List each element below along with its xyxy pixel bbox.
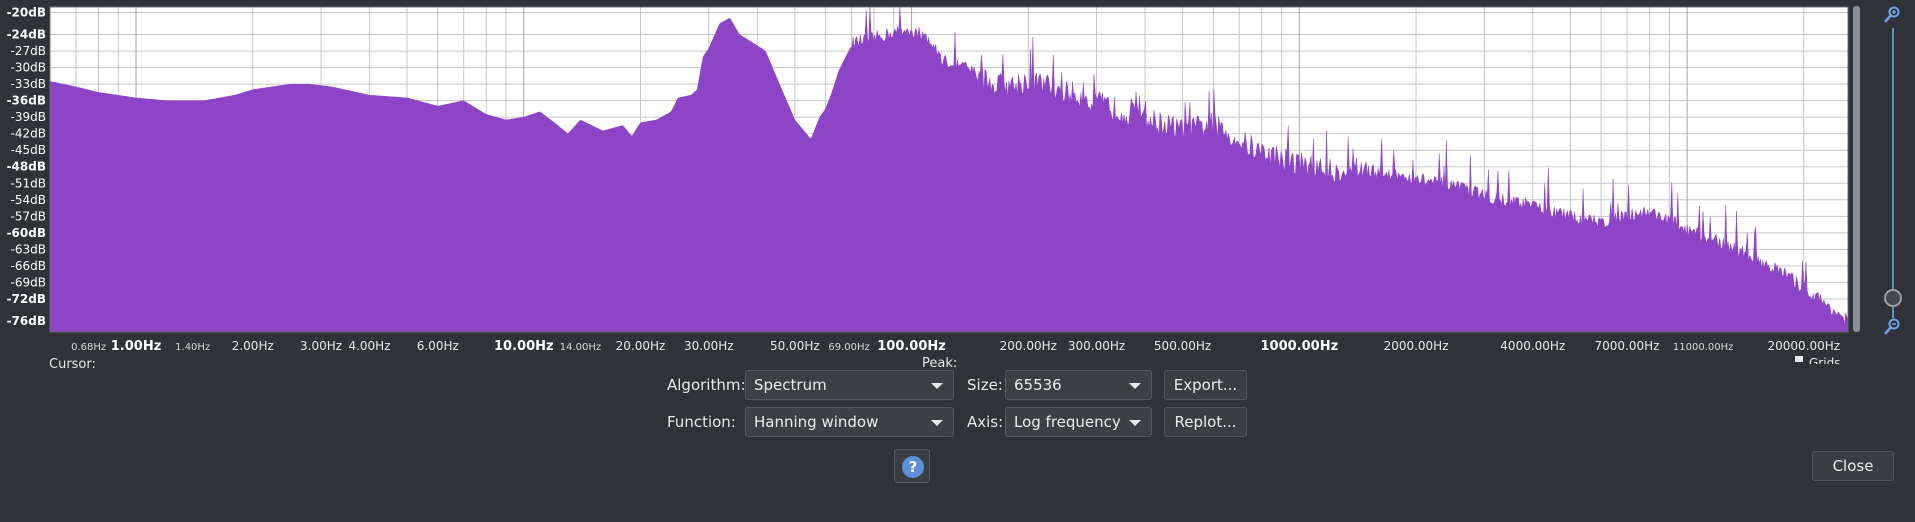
x-tick-label: 300.00Hz xyxy=(1068,339,1125,353)
axis-select[interactable]: Log frequency xyxy=(1005,407,1152,437)
x-tick-label: 10.00Hz xyxy=(494,339,554,354)
grids-label: Grids xyxy=(1809,356,1841,364)
chevron-down-icon xyxy=(931,383,943,389)
y-axis-labels: -20dB -24dB -27dB -30dB -33dB -36dB -39dB -42dB… xyxy=(7,6,46,328)
x-tick-label: 14.00Hz xyxy=(560,342,601,353)
x-tick-label: 11000.00Hz xyxy=(1673,342,1733,353)
axis-label: Axis: xyxy=(967,413,1004,431)
y-tick-label: -54dB xyxy=(11,193,46,207)
x-tick-label: 4.00Hz xyxy=(348,339,390,353)
chevron-down-icon xyxy=(1129,383,1141,389)
x-tick-label: 7000.00Hz xyxy=(1595,339,1660,353)
function-value: Hanning window xyxy=(754,413,879,431)
x-tick-label: 69.00Hz xyxy=(828,342,869,353)
y-tick-label: -36dB xyxy=(7,94,46,108)
x-tick-label: 2000.00Hz xyxy=(1384,339,1449,353)
x-tick-label: 20.00Hz xyxy=(616,339,666,353)
function-select[interactable]: Hanning window xyxy=(745,407,954,437)
x-tick-label: 20000.00Hz xyxy=(1768,339,1841,353)
x-tick-label: 1.00Hz xyxy=(111,339,162,354)
algorithm-value: Spectrum xyxy=(754,376,827,394)
y-tick-label: -30dB xyxy=(11,61,46,75)
y-tick-label: -51dB xyxy=(11,176,46,190)
x-tick-label: 2.00Hz xyxy=(232,339,274,353)
grids-checkbox[interactable]: Grids xyxy=(1795,356,1840,364)
y-tick-label: -20dB xyxy=(7,6,46,20)
close-button[interactable]: Close xyxy=(1812,451,1894,481)
zoom-slider-thumb[interactable] xyxy=(1884,289,1902,307)
chevron-down-icon xyxy=(1129,420,1141,426)
size-value: 65536 xyxy=(1014,376,1062,394)
x-tick-label: 1000.00Hz xyxy=(1260,339,1338,354)
spectrum-plot[interactable]: -20dB -24dB -27dB -30dB -33dB -36dB -39dB -42dB… xyxy=(0,0,1915,370)
y-tick-label: -45dB xyxy=(11,143,46,157)
y-tick-label: -72dB xyxy=(7,292,46,306)
y-tick-label: -76dB xyxy=(7,314,46,328)
x-tick-label: 3.00Hz xyxy=(300,339,342,353)
size-label: Size: xyxy=(967,376,1003,394)
help-button[interactable]: ? xyxy=(894,449,930,483)
y-tick-label: -66dB xyxy=(11,259,46,273)
y-tick-label: -39dB xyxy=(11,110,46,124)
y-tick-label: -57dB xyxy=(11,209,46,223)
y-tick-label: -27dB xyxy=(11,44,46,58)
cursor-readout: Cursor: xyxy=(49,357,96,372)
x-tick-label: 30.00Hz xyxy=(684,339,734,353)
x-tick-label: 0.68Hz xyxy=(71,342,106,353)
x-tick-label: 4000.00Hz xyxy=(1500,339,1565,353)
y-tick-label: -60dB xyxy=(7,226,46,240)
zoom-slider-track[interactable] xyxy=(1892,28,1894,318)
y-tick-label: -48dB xyxy=(7,160,46,174)
help-icon: ? xyxy=(902,456,924,478)
axis-value: Log frequency xyxy=(1014,413,1121,431)
x-tick-label: 50.00Hz xyxy=(770,339,820,353)
plot-border xyxy=(49,6,1849,333)
y-tick-label: -69dB xyxy=(11,275,46,289)
grids-checkbox-box[interactable] xyxy=(1795,356,1803,362)
zoom-out-icon[interactable] xyxy=(1883,318,1901,336)
chevron-down-icon xyxy=(931,420,943,426)
peak-readout: Peak: xyxy=(922,356,958,371)
vertical-scrollbar[interactable] xyxy=(1853,6,1860,332)
function-label: Function: xyxy=(667,413,736,431)
x-tick-label: 500.00Hz xyxy=(1154,339,1211,353)
spectrum-area xyxy=(49,6,1849,333)
x-tick-label: 6.00Hz xyxy=(417,339,459,353)
zoom-in-icon[interactable] xyxy=(1883,6,1901,24)
algorithm-label: Algorithm: xyxy=(667,376,746,394)
replot-button[interactable]: Replot... xyxy=(1164,407,1247,437)
y-tick-label: -63dB xyxy=(11,242,46,256)
y-tick-label: -33dB xyxy=(11,77,46,91)
x-tick-label: 100.00Hz xyxy=(877,339,946,354)
x-tick-label: 200.00Hz xyxy=(1000,339,1057,353)
algorithm-select[interactable]: Spectrum xyxy=(745,370,954,400)
x-axis-labels: 0.68Hz 1.00Hz 1.40Hz 2.00Hz 3.00Hz 4.00Hz 6.00… xyxy=(71,339,1840,354)
x-tick-label: 1.40Hz xyxy=(175,342,210,353)
size-select[interactable]: 65536 xyxy=(1005,370,1152,400)
y-tick-label: -24dB xyxy=(7,28,46,42)
export-button[interactable]: Export... xyxy=(1164,370,1247,400)
y-tick-label: -42dB xyxy=(11,127,46,141)
